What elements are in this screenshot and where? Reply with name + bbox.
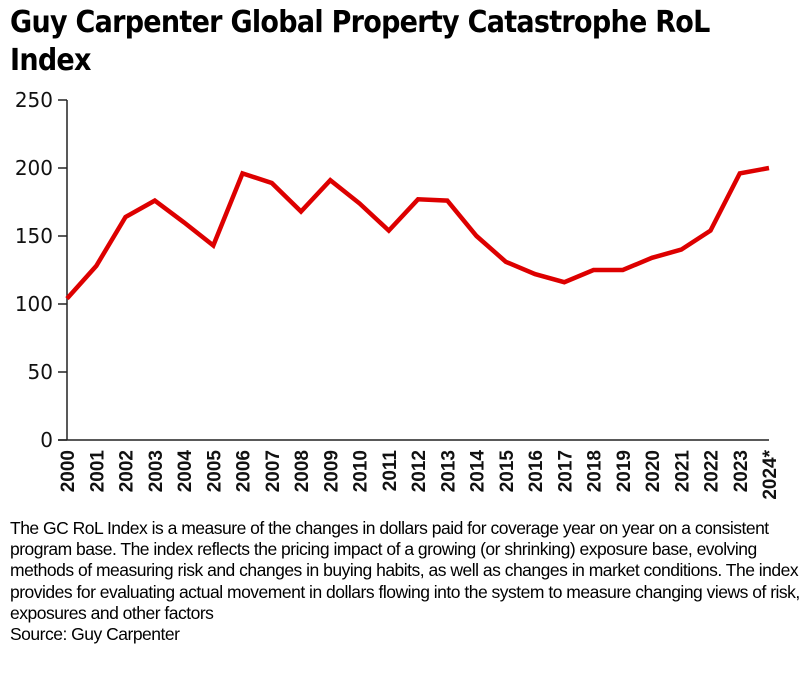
y-tick-label: 150 bbox=[15, 224, 53, 248]
x-tick-label: 2022 bbox=[702, 450, 723, 492]
x-tick-label: 2009 bbox=[321, 450, 342, 492]
x-tick-label: 2023 bbox=[731, 450, 752, 492]
x-tick-label: 2021 bbox=[672, 450, 693, 493]
x-tick-label: 2018 bbox=[585, 450, 606, 492]
x-tick-label: 2005 bbox=[204, 450, 225, 493]
x-tick-label: 2016 bbox=[526, 450, 547, 492]
chart-caption: The GC RoL Index is a measure of the cha… bbox=[10, 518, 800, 645]
x-tick-label: 2007 bbox=[263, 450, 284, 492]
x-tick-label: 2008 bbox=[292, 450, 313, 492]
x-tick-label: 2014 bbox=[468, 450, 489, 493]
chart-title: Guy Carpenter Global Property Catastroph… bbox=[10, 5, 710, 78]
x-tick-label: 2004 bbox=[175, 450, 196, 493]
x-tick-label: 2013 bbox=[438, 450, 459, 492]
x-tick-label: 2019 bbox=[614, 450, 635, 492]
series-layer bbox=[65, 165, 770, 301]
x-tick-label: 2011 bbox=[380, 450, 401, 492]
x-tick-label: 2015 bbox=[497, 450, 518, 493]
source-note: Source: Guy Carpenter bbox=[10, 624, 180, 645]
x-tick-label: 2012 bbox=[409, 450, 430, 492]
y-axis: 0 50 100 150 200 250 bbox=[15, 88, 68, 452]
caption-text: The GC RoL Index is a measure of the cha… bbox=[10, 518, 800, 623]
y-tick-label: 100 bbox=[15, 292, 53, 316]
y-tick-label: 50 bbox=[28, 360, 53, 384]
x-axis: 2000 2001 2002 2003 2004 2005 2006 2007 2008 2009… bbox=[58, 439, 781, 500]
x-tick-label: 2017 bbox=[555, 450, 576, 492]
y-tick-label: 200 bbox=[15, 156, 53, 180]
x-tick-label: 2003 bbox=[146, 450, 167, 492]
x-tick-label: 2002 bbox=[117, 450, 138, 492]
line-chart: 0 50 100 150 200 250 2000 2001 2002 2003 2004 2005… bbox=[15, 88, 781, 500]
x-tick-label: 2020 bbox=[643, 450, 664, 492]
x-tick-label: 2024* bbox=[760, 449, 781, 499]
y-tick-label: 0 bbox=[40, 428, 53, 452]
x-tick-label: 2006 bbox=[234, 450, 255, 492]
y-tick-label: 250 bbox=[15, 88, 53, 112]
x-tick-label: 2010 bbox=[351, 450, 372, 492]
series-line bbox=[65, 165, 770, 301]
x-tick-label: 2001 bbox=[87, 450, 108, 493]
x-tick-label: 2000 bbox=[58, 450, 79, 492]
